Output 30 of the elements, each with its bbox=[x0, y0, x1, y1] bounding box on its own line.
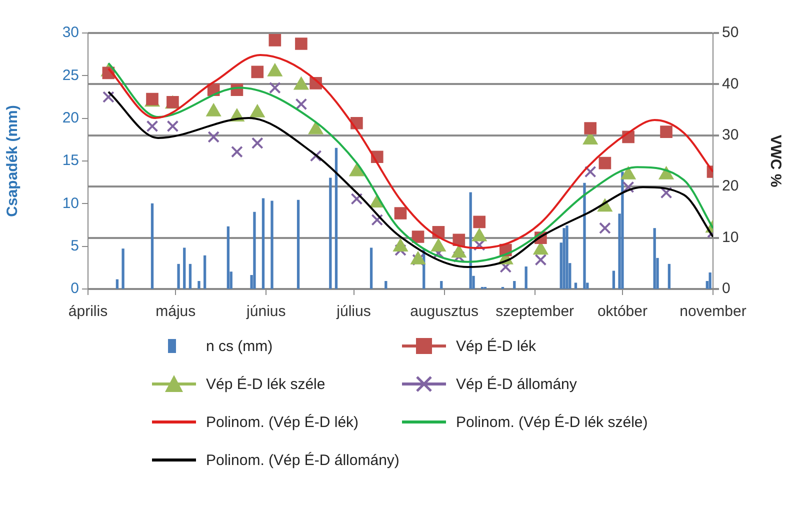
x-tick-label: október bbox=[597, 303, 648, 320]
y-tick-label: 25 bbox=[62, 66, 79, 84]
y2-tick-label: 20 bbox=[722, 178, 739, 195]
y2-tick-label: 30 bbox=[722, 126, 739, 144]
y2-tick-label: 0 bbox=[722, 280, 730, 298]
y-tick-label: 5 bbox=[70, 237, 79, 254]
y2-tick-label: 50 bbox=[722, 24, 739, 42]
x-tick-label: május bbox=[156, 303, 196, 320]
legend-label: Polinom. (Vép É-D lék széle) bbox=[456, 414, 648, 430]
y-tick-label: 20 bbox=[62, 109, 79, 126]
legend-label: Polinom. (Vép É-D lék) bbox=[206, 414, 359, 430]
y-tick-label: 10 bbox=[62, 194, 79, 212]
legend-label: Polinom. (Vép É-D állomány) bbox=[206, 452, 400, 468]
x-tick-label: november bbox=[680, 303, 746, 320]
legend-label: n cs (mm) bbox=[206, 338, 273, 354]
legend-label: Vép É-D állomány bbox=[456, 376, 577, 392]
legend-label: Vép É-D lék széle bbox=[206, 376, 326, 392]
y-axis-title: Csapadék (mm) bbox=[4, 105, 22, 217]
x-tick-label: április bbox=[68, 303, 108, 320]
legend-label: Vép É-D lék bbox=[456, 338, 536, 354]
x-tick-label: augusztus bbox=[410, 303, 479, 320]
x-tick-label: július bbox=[336, 303, 371, 320]
y2-tick-label: 40 bbox=[722, 75, 739, 92]
x-tick-label: szeptember bbox=[496, 303, 574, 320]
y2-axis-title: VWC % bbox=[766, 134, 784, 188]
y-tick-label: 0 bbox=[70, 280, 79, 298]
y-tick-label: 30 bbox=[62, 24, 79, 42]
y2-tick-label: 10 bbox=[722, 228, 739, 246]
y-tick-label: 15 bbox=[62, 152, 79, 170]
x-tick-label: június bbox=[246, 303, 286, 320]
